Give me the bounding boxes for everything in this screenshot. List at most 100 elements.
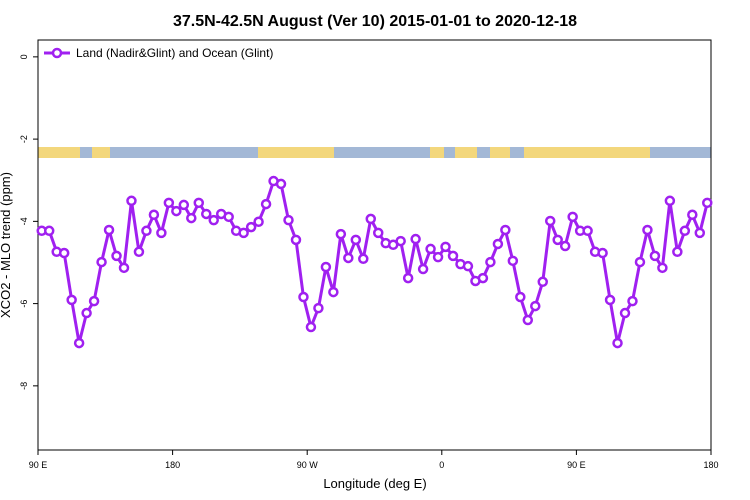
land-band xyxy=(430,147,444,158)
x-tick-label: 180 xyxy=(703,460,718,470)
data-point xyxy=(223,211,234,223)
data-point xyxy=(694,227,706,239)
y-tick-label: 0 xyxy=(19,54,29,59)
data-point xyxy=(672,246,683,258)
data-point xyxy=(305,321,317,333)
data-point xyxy=(619,307,631,319)
data-point xyxy=(118,262,130,274)
data-point xyxy=(597,247,608,259)
data-point xyxy=(350,234,362,246)
data-point xyxy=(365,213,377,225)
data-point xyxy=(485,256,496,268)
data-point xyxy=(73,337,85,349)
data-point xyxy=(402,272,414,284)
data-point xyxy=(320,261,332,273)
data-point xyxy=(395,235,406,247)
data-point xyxy=(500,224,511,236)
series-line xyxy=(41,179,709,345)
y-tick-label: -6 xyxy=(19,300,29,308)
data-point xyxy=(343,252,354,264)
map-strip xyxy=(38,147,711,158)
data-point xyxy=(103,224,115,236)
data-point xyxy=(275,178,287,190)
data-point xyxy=(283,214,294,226)
data-point xyxy=(702,197,713,209)
data-point xyxy=(604,294,616,306)
data-point xyxy=(148,209,160,221)
data-point xyxy=(126,195,137,207)
ocean-band xyxy=(38,147,711,158)
data-point xyxy=(253,216,264,228)
data-point xyxy=(552,234,563,246)
data-point xyxy=(657,262,668,274)
data-point xyxy=(462,260,474,272)
data-point xyxy=(43,225,55,237)
data-point xyxy=(417,263,429,275)
data-point xyxy=(238,227,249,239)
plot-frame xyxy=(37,39,712,451)
data-point xyxy=(627,295,638,307)
data-point xyxy=(537,276,548,288)
data-point xyxy=(260,198,272,210)
data-point xyxy=(634,256,646,268)
data-point xyxy=(582,225,593,237)
x-tick-label: 90 W xyxy=(297,460,319,470)
data-point xyxy=(559,240,571,252)
data-point xyxy=(507,255,519,267)
data-point xyxy=(171,205,182,217)
data-point xyxy=(96,256,107,268)
data-point xyxy=(141,225,152,237)
data-point xyxy=(298,291,309,303)
data-point xyxy=(530,300,541,312)
data-point xyxy=(410,233,421,245)
data-point xyxy=(81,307,92,319)
data-point xyxy=(133,246,145,258)
y-tick-label: -4 xyxy=(19,217,29,225)
x-tick-label: 180 xyxy=(165,460,180,470)
data-point xyxy=(178,199,190,211)
data-point xyxy=(567,211,578,223)
data-point xyxy=(313,302,324,314)
data-point xyxy=(432,251,444,263)
data-point xyxy=(649,250,661,262)
land-band xyxy=(455,147,477,158)
y-axis-label: XCO2 - MLO trend (ppm) xyxy=(0,172,13,318)
data-point xyxy=(612,337,623,349)
data-point xyxy=(88,295,100,307)
data-point xyxy=(544,215,556,227)
data-point xyxy=(335,228,347,240)
data-point xyxy=(66,294,77,306)
data-point xyxy=(58,247,70,259)
data-point xyxy=(245,221,257,233)
data-point xyxy=(664,195,676,207)
data-point xyxy=(290,234,302,246)
data-point xyxy=(679,225,691,237)
legend-label: Land (Nadir&Glint) and Ocean (Glint) xyxy=(76,46,273,60)
land-band xyxy=(258,147,334,158)
data-point xyxy=(447,250,459,262)
x-axis-label: Longitude (deg E) xyxy=(323,476,426,491)
x-tick-label: 0 xyxy=(439,460,444,470)
data-point xyxy=(156,227,167,239)
land-band xyxy=(524,147,650,158)
data-point xyxy=(186,212,197,224)
data-point xyxy=(492,238,504,250)
y-tick-label: -2 xyxy=(19,135,29,143)
x-tick-label: 90 E xyxy=(29,460,48,470)
data-point xyxy=(477,272,489,284)
data-point xyxy=(201,208,212,220)
data-point xyxy=(642,224,653,236)
data-point xyxy=(328,286,339,298)
data-point xyxy=(440,241,451,253)
data-point xyxy=(687,209,698,221)
data-point xyxy=(163,197,175,209)
x-tick-label: 90 E xyxy=(567,460,586,470)
legend-marker xyxy=(51,47,63,59)
data-point xyxy=(522,314,534,326)
chart-title: 37.5N-42.5N August (Ver 10) 2015-01-01 t… xyxy=(173,13,577,30)
data-point xyxy=(425,243,436,255)
data-point xyxy=(358,253,369,265)
land-band xyxy=(92,147,110,158)
y-tick-label: -8 xyxy=(19,382,29,390)
